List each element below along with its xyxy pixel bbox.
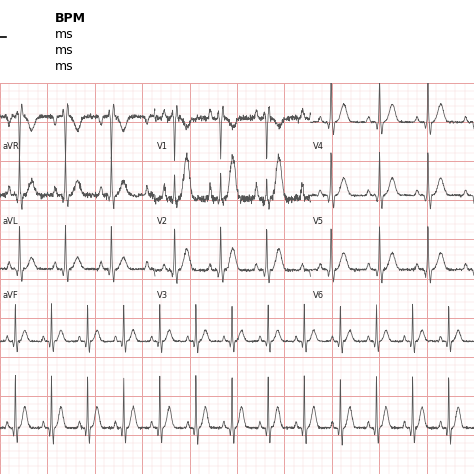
Text: V4: V4 — [313, 142, 324, 151]
Text: ms: ms — [55, 28, 73, 41]
Text: V5: V5 — [313, 217, 324, 226]
Text: aVR: aVR — [2, 142, 19, 151]
Text: aVF: aVF — [2, 291, 18, 300]
Text: V3: V3 — [157, 291, 168, 300]
Text: aVL: aVL — [2, 217, 18, 226]
Text: V6: V6 — [313, 291, 324, 300]
Text: ms: ms — [55, 60, 73, 73]
Text: BPM: BPM — [55, 12, 86, 25]
Text: ms: ms — [55, 44, 73, 57]
Text: V1: V1 — [157, 142, 168, 151]
Text: V2: V2 — [157, 217, 168, 226]
